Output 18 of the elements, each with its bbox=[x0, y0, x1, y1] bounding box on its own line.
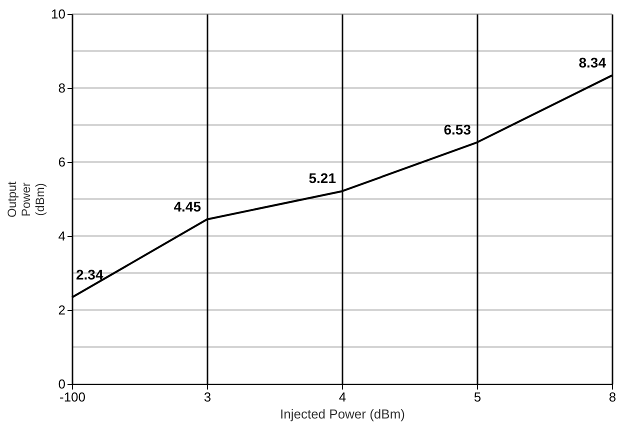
x-tick-label: 8 bbox=[608, 390, 616, 404]
x-tick-label: 3 bbox=[204, 390, 212, 404]
data-label: 2.34 bbox=[76, 266, 104, 282]
y-tick-label: 4 bbox=[58, 228, 66, 244]
data-label: 6.53 bbox=[444, 121, 472, 138]
data-label: 8.34 bbox=[578, 54, 606, 70]
x-tick-label: 4 bbox=[338, 390, 346, 404]
data-label: 4.45 bbox=[174, 198, 202, 214]
y-tick-label: 8 bbox=[58, 80, 66, 96]
y-axis-title: Output Power (dBm) bbox=[5, 180, 48, 218]
x-tick-label: 5 bbox=[474, 390, 482, 404]
y-tick-label: 2 bbox=[58, 302, 66, 318]
data-label: 5.21 bbox=[308, 170, 336, 186]
y-tick-label: 0 bbox=[58, 376, 66, 392]
y-tick-label: 10 bbox=[51, 6, 66, 22]
x-axis-title: Injected Power (dBm) bbox=[280, 406, 405, 422]
y-tick-label: 6 bbox=[58, 154, 66, 170]
x-tick-label: -100 bbox=[59, 390, 86, 404]
